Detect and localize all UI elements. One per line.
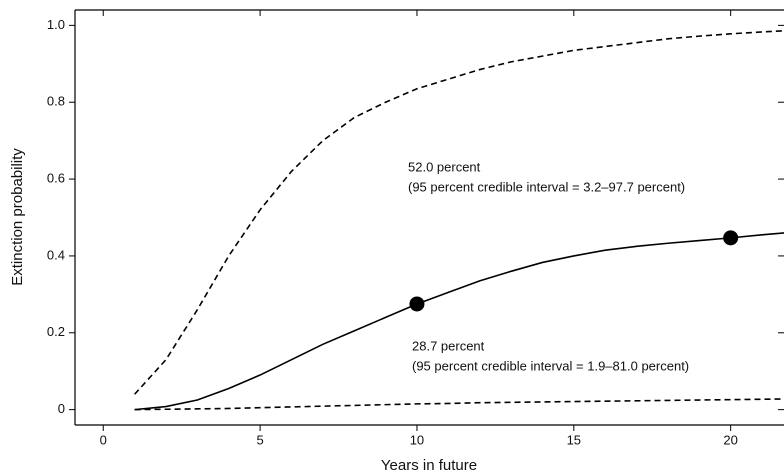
y-tick-label: 1.0 xyxy=(47,17,65,32)
x-tick-label: 10 xyxy=(410,432,424,447)
y-axis-title: Extinction probability xyxy=(9,148,26,286)
x-tick-label: 0 xyxy=(100,432,107,447)
data-point xyxy=(723,230,739,246)
x-axis-title: Years in future xyxy=(381,457,477,474)
y-tick-label: 0.4 xyxy=(47,247,65,262)
plot-area xyxy=(134,30,784,411)
annotation: (95 percent credible interval = 1.9–81.0… xyxy=(412,358,689,373)
y-tick-label: 0.6 xyxy=(47,171,65,186)
y-tick-label: 0 xyxy=(58,401,65,416)
annotation: 28.7 percent xyxy=(412,338,485,353)
series-line xyxy=(134,30,784,395)
annotation: (95 percent credible interval = 3.2–97.7… xyxy=(408,179,685,194)
x-tick-label: 5 xyxy=(256,432,263,447)
x-tick-label: 20 xyxy=(723,432,737,447)
y-tick-label: 0.8 xyxy=(47,94,65,109)
annotation: 52.0 percent xyxy=(408,159,481,174)
x-tick-label: 15 xyxy=(567,432,581,447)
series-line xyxy=(134,398,784,411)
series-line xyxy=(134,232,784,411)
data-point xyxy=(409,296,425,312)
y-tick-label: 0.2 xyxy=(47,324,65,339)
